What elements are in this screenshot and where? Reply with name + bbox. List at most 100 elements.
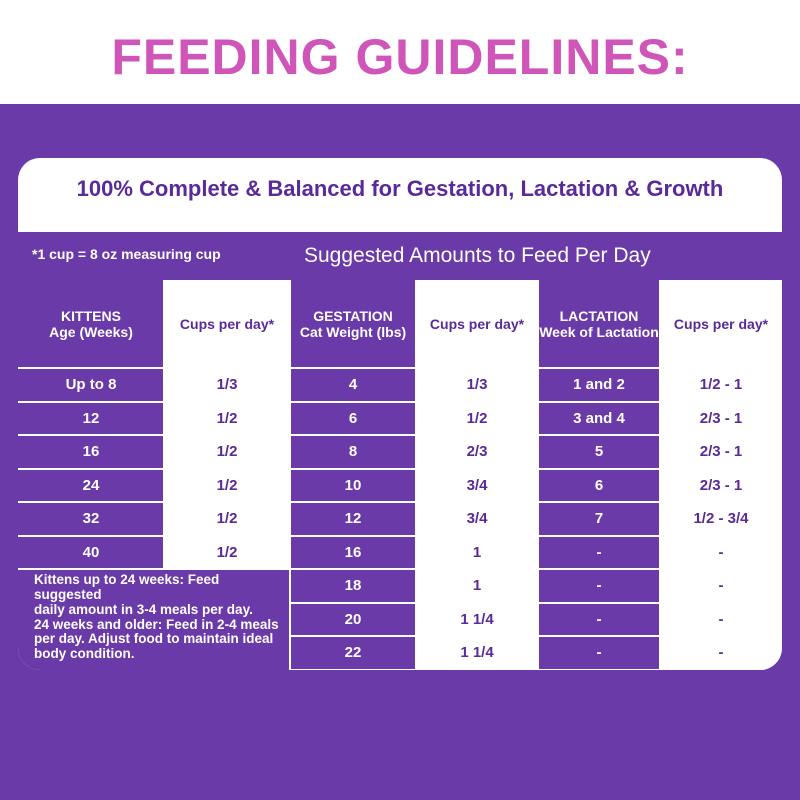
kitten-cups-cell-text: 1/2: [216, 543, 238, 561]
lactation-week-cell: -: [538, 569, 660, 603]
lactation-cups-cell: -: [660, 569, 782, 603]
column-divider: [537, 280, 539, 670]
gestation-weight-cell-text: 12: [344, 510, 362, 528]
kitten-age-cell: 40: [18, 535, 164, 569]
note-line: per day. Adjust food to maintain ideal: [34, 631, 274, 647]
row-divider: [18, 534, 782, 537]
lactation-week-cell-text: -: [596, 644, 602, 662]
kitten-cups-cell-text: 1/2: [216, 510, 238, 528]
lactation-week-cell: 6: [538, 468, 660, 502]
header-lactation-cups: Cups per day*: [660, 280, 782, 368]
lactation-week-cell: 1 and 2: [538, 368, 660, 402]
lactation-cups-cell: 2/3 - 1: [660, 435, 782, 469]
column-divider: [659, 280, 661, 670]
gestation-weight-cell-text: 8: [348, 443, 358, 461]
gestation-cups-cell-text: 1/3: [466, 376, 488, 394]
lactation-week-cell-text: 7: [594, 510, 604, 528]
gestation-cups-cell: 2/3: [416, 435, 538, 469]
gestation-weight-cell-text: 4: [348, 376, 358, 394]
kitten-cups-cell: 1/2: [164, 502, 290, 536]
header-kitten-cups-text: Cups per day*: [179, 315, 275, 332]
column-divider: [289, 280, 291, 670]
kitten-cups-cell: 1/2: [164, 435, 290, 469]
lactation-week-cell-text: 1 and 2: [573, 376, 625, 394]
header-gestation-cups-text: Cups per day*: [429, 315, 525, 332]
page-title: FEEDING GUIDELINES:: [111, 29, 689, 85]
kitten-cups-cell-text: 1/3: [216, 376, 238, 394]
note-line: Kittens up to 24 weeks: Feed suggested: [34, 572, 220, 602]
kitten-cups-cell: 1/2: [164, 468, 290, 502]
row-divider: [18, 400, 782, 403]
kitten-cups-cell-text: 1/2: [216, 409, 238, 427]
kitten-cups-cell: 1/2: [164, 535, 290, 569]
gestation-weight-cell: 12: [290, 502, 416, 536]
gestation-cups-cell-text: 1/2: [466, 409, 488, 427]
feeding-table-card: 100% Complete & Balanced for Gestation, …: [18, 158, 782, 670]
header-gestation-weight-text-1: Cat Weight (lbs): [299, 324, 407, 340]
lactation-week-cell: -: [538, 636, 660, 670]
kitten-age-cell-text: 12: [82, 409, 100, 427]
header-gestation-weight: GESTATION Cat Weight (lbs): [290, 280, 416, 368]
gestation-weight-cell: 8: [290, 435, 416, 469]
header-kitten-cups: Cups per day*: [164, 280, 290, 368]
kitten-cups-cell-text: 1/2: [216, 476, 238, 494]
lactation-week-cell-text: 5: [594, 443, 604, 461]
kitten-cups-cell-text: 1/2: [216, 443, 238, 461]
gestation-cups-cell: 1 1/4: [416, 636, 538, 670]
lactation-cups-cell-text: 2/3 - 1: [699, 476, 743, 494]
row-divider: [290, 668, 782, 670]
gestation-cups-cell-text: 1: [472, 543, 482, 561]
lactation-cups-cell-text: 2/3 - 1: [699, 409, 743, 427]
header-area: FEEDING GUIDELINES:: [0, 0, 800, 104]
header-lactation-week-text: LACTATION: [559, 307, 639, 324]
gestation-cups-cell-text: 3/4: [466, 476, 488, 494]
header-lactation-week-text-1: Week of Lactation: [539, 324, 659, 340]
lactation-cups-cell-text: -: [718, 644, 724, 662]
gestation-cups-cell: 1: [416, 569, 538, 603]
gestation-weight-cell-text: 20: [344, 610, 362, 628]
header-kittens-age-text-1: Age (Weeks): [49, 324, 133, 340]
gestation-cups-cell-text: 1: [472, 577, 482, 595]
row-divider: [18, 434, 782, 436]
table-subtitle: 100% Complete & Balanced for Gestation, …: [76, 176, 724, 201]
lactation-week-cell-text: -: [596, 543, 602, 561]
row-divider: [18, 568, 782, 570]
lactation-cups-cell: 2/3 - 1: [660, 468, 782, 502]
kitten-cups-cell: 1/3: [164, 368, 290, 402]
gestation-weight-cell-text: 16: [344, 543, 362, 561]
kitten-age-cell-text: 32: [82, 510, 100, 528]
gestation-weight-cell: 4: [290, 368, 416, 402]
gestation-cups-cell: 3/4: [416, 468, 538, 502]
note-line: 24 weeks and older: Feed in 2-4 meals: [34, 616, 279, 632]
lactation-week-cell: 3 and 4: [538, 401, 660, 435]
gestation-weight-cell: 16: [290, 535, 416, 569]
lactation-cups-cell: -: [660, 636, 782, 670]
gestation-weight-cell-text: 10: [344, 476, 362, 494]
kitten-age-cell: 12: [18, 401, 164, 435]
kitten-feeding-note: Kittens up to 24 weeks: Feed suggested da…: [18, 569, 290, 670]
lactation-cups-cell-text: 1/2 - 3/4: [693, 510, 749, 528]
row-divider: [290, 601, 782, 604]
gestation-weight-cell: 18: [290, 569, 416, 603]
header-lactation-cups-text: Cups per day*: [673, 315, 769, 332]
kitten-age-cell: 32: [18, 502, 164, 536]
gestation-weight-cell: 20: [290, 602, 416, 636]
gestation-weight-cell-text: 22: [344, 644, 362, 662]
gestation-weight-cell: 22: [290, 636, 416, 670]
lactation-week-cell: 7: [538, 502, 660, 536]
row-divider: [18, 501, 782, 503]
kitten-cups-cell: 1/2: [164, 401, 290, 435]
gestation-cups-cell: 1 1/4: [416, 602, 538, 636]
header-gestation-cups: Cups per day*: [416, 280, 538, 368]
lactation-week-cell: -: [538, 535, 660, 569]
lactation-cups-cell: -: [660, 535, 782, 569]
lactation-week-cell-text: -: [596, 577, 602, 595]
header-kittens-age-text: KITTENS: [61, 307, 121, 324]
note-line: body condition.: [34, 646, 135, 662]
header-kittens-age: KITTENS Age (Weeks): [18, 280, 164, 368]
header-lactation-week: LACTATION Week of Lactation: [538, 280, 660, 368]
table-banner: *1 cup = 8 oz measuring cup Suggested Am…: [18, 230, 782, 282]
lactation-cups-cell: 2/3 - 1: [660, 401, 782, 435]
kitten-age-cell-text: 40: [82, 543, 100, 561]
row-divider: [290, 635, 782, 637]
